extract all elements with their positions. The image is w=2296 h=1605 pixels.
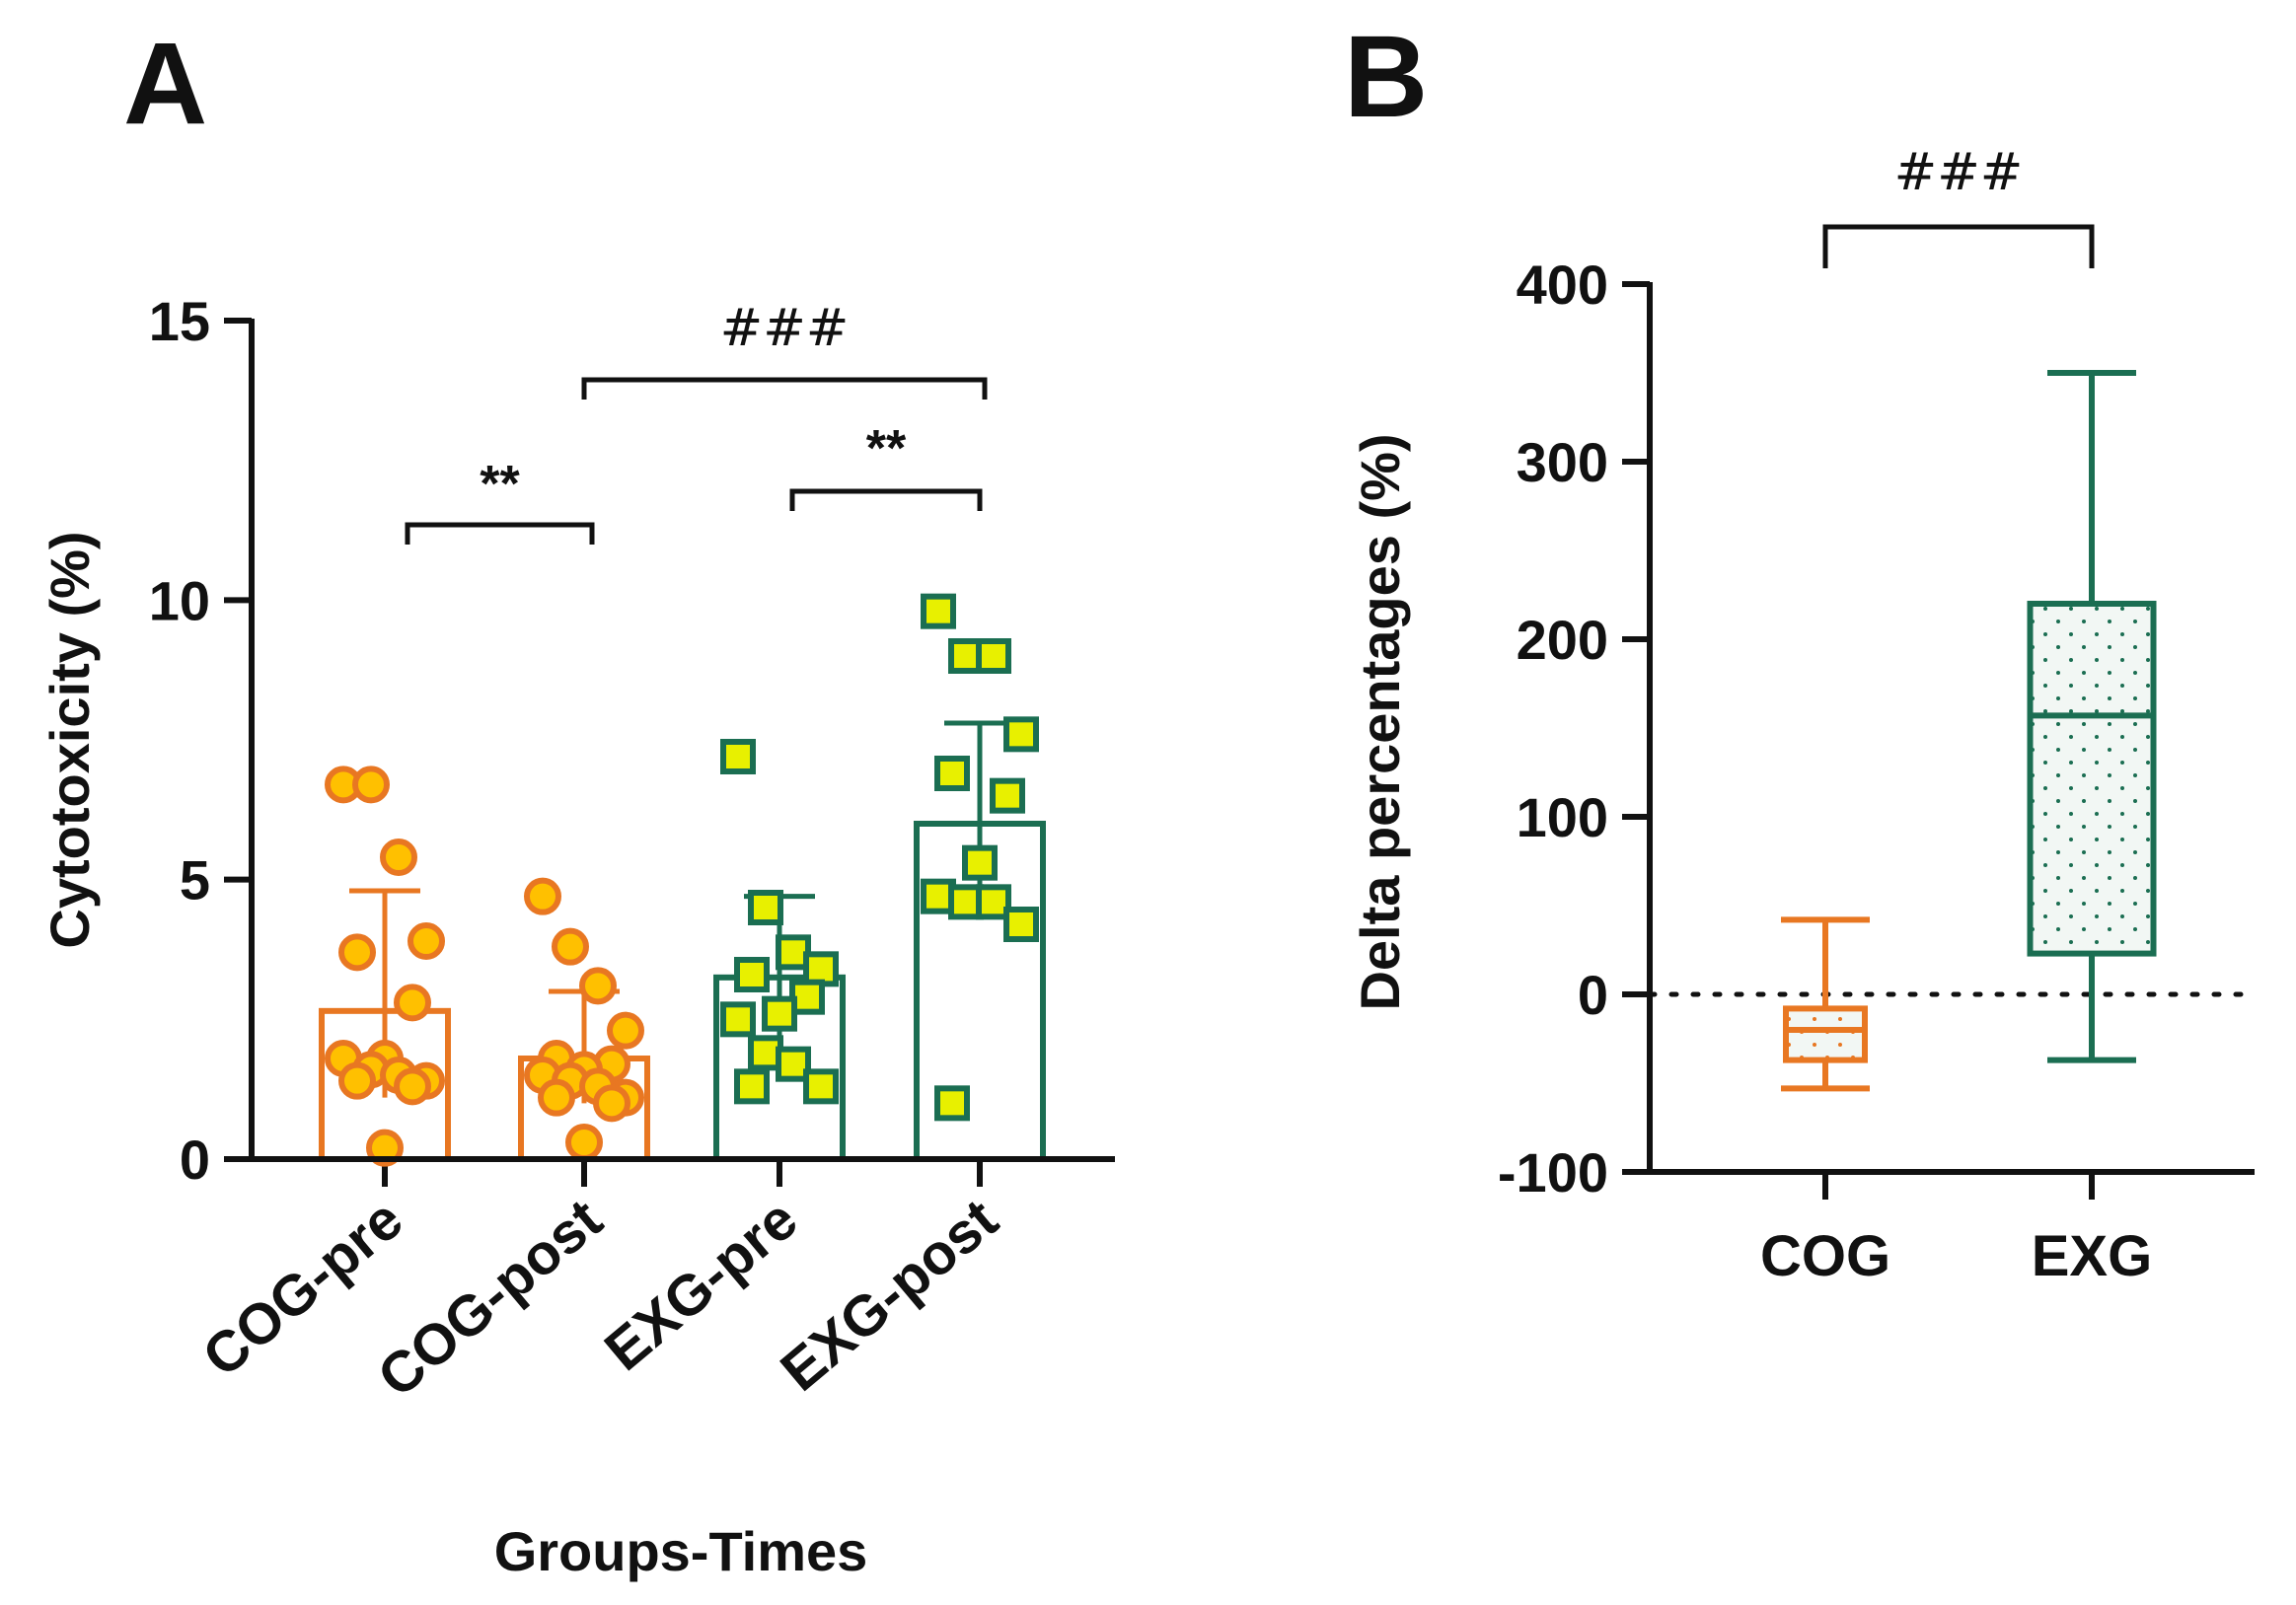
panel-a-y-tick-label: 10 [149,569,210,631]
panel-a-data-point [934,756,970,791]
panel-a-data-point [720,1001,756,1038]
panel-a-significance-label: ** [866,420,907,477]
panel-a-data-point [734,957,770,992]
panel-a-axes [249,319,1115,1162]
panel-a-data-point [762,995,797,1032]
panel-b-y-tick-label: 400 [1517,254,1608,316]
panel-a-data-point [593,1084,630,1123]
panel-a-significance-bracket [581,377,988,400]
panel-b-annotations: ### [1822,143,2095,268]
panel-b-y-tick-label: 200 [1517,609,1608,671]
panel-a-data-point [352,766,390,804]
panel-a-y-ticks: 0 5 10 15 [149,290,252,1191]
panel-b-box [2027,601,2157,957]
panel-b-category-label: EXG [2032,1224,2153,1288]
panel-a-x-axis-title: Groups-Times [494,1520,868,1582]
panel-a-y-tick-label: 5 [180,849,210,912]
panel-a-data-point [990,777,1025,814]
panel-a-letter: A [123,19,207,149]
panel-a-data-point [407,922,445,960]
panel-a-data-point [394,984,431,1022]
panel-a-data-point [803,1068,839,1105]
panel-a-y-tick-label: 15 [149,290,210,352]
panel-b-boxes [1781,370,2157,1092]
panel-a-data-point [607,1011,644,1050]
panel-a-data-point [1003,716,1039,753]
panel-a-data-point [552,927,589,966]
panel-a-data-point [338,1061,376,1100]
panel-b-significance-label: ### [1894,143,2024,202]
panel-b-y-tick-label: 100 [1517,786,1608,848]
panel-b-y-tick-label: 0 [1578,964,1608,1026]
panel-a-data-point [734,1068,770,1105]
panel-a-y-axis-title: Cytotoxicity (%) [38,531,101,948]
panel-a-data-point [366,1129,404,1167]
panel-a-significance-bracket [789,488,983,511]
panel-a-category-label: EXG-post [769,1187,1009,1404]
panel-a-data-point [380,839,417,876]
panel-a-data-point [921,593,956,629]
panel-a-data-point [394,1067,431,1106]
panel-a-data-point [538,1078,575,1117]
panel-a-data-point [1003,907,1039,942]
panel-a-data-point [976,638,1011,674]
panel-b-category-labels: COG EXG [1760,1172,2152,1288]
panel-a-category-label: COG-post [366,1187,615,1410]
panel-a-data-point [720,739,756,774]
panel-a-significance-label: ** [480,456,520,513]
panel-b: B 400 300 200 100 0 -100 COG EXG ### Delta per… [1344,12,2258,1288]
panel-b-y-ticks: 400 300 200 100 0 -100 [1498,254,1650,1204]
panel-a-data-point [565,1124,603,1161]
panel-a-data-point [976,884,1011,920]
panel-b-y-tick-label: -100 [1498,1141,1608,1204]
panel-a-points [325,593,1039,1167]
panel-a-data-point [934,1085,970,1122]
panel-a-annotations: ** ** ### [405,299,988,545]
panel-a-data-point [338,933,376,972]
panel-a-data-point [579,967,617,1005]
panel-b-y-axis-title: Delta percentages (%) [1349,433,1411,1010]
panel-b-axes [1647,282,2255,1175]
panel-b-box [1783,1005,1868,1063]
panel-b-significance-bracket [1822,224,2095,268]
panel-b-y-tick-label: 300 [1517,431,1608,493]
panel-a-significance-bracket [405,522,595,545]
panel-a-data-point [748,890,783,925]
panel-b-letter: B [1344,12,1428,142]
panel-b-category-label: COG [1760,1224,1890,1288]
panel-a-significance-label: ### [720,299,850,358]
panel-a-y-tick-label: 0 [180,1129,210,1191]
panel-a-data-point [524,877,561,915]
panel-a-data-point [962,844,998,881]
